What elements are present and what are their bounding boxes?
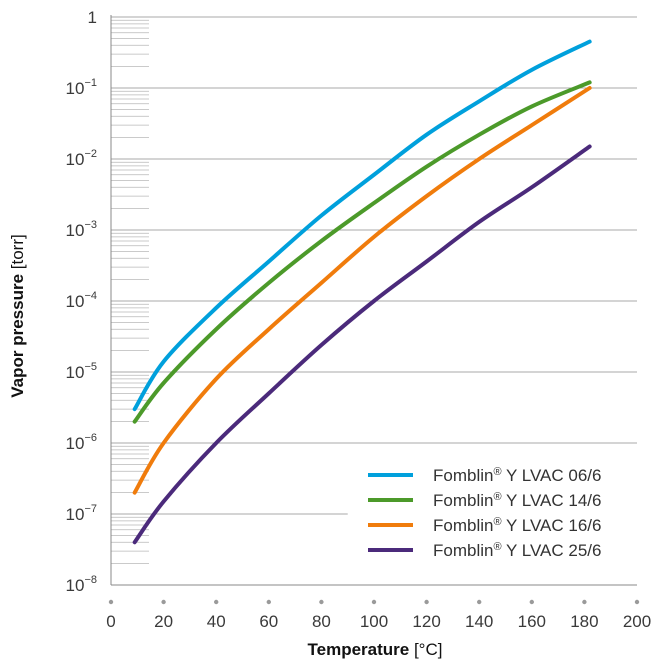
x-tick-dot — [424, 599, 429, 605]
y-tick-label: 10−6 — [66, 432, 97, 453]
series-line — [132, 144, 592, 545]
legend-label: Fomblin® Y LVAC 14/6 — [433, 491, 601, 510]
y-tick-label: 10−7 — [66, 503, 97, 524]
y-axis-title-main: Vapor pressure — [8, 274, 27, 398]
x-axis-title-main: Temperature — [308, 640, 410, 659]
x-tick-label: 20 — [154, 612, 173, 631]
legend: Fomblin® Y LVAC 06/6 Fomblin® Y LVAC 14/6… — [352, 458, 637, 584]
legend-label: Fomblin® Y LVAC 16/6 — [433, 516, 601, 535]
grid — [111, 16, 637, 565]
x-tick-label: 0 — [106, 612, 115, 631]
legend-label: Fomblin® Y LVAC 06/6 — [433, 466, 601, 485]
legend-background — [352, 458, 637, 584]
x-tick-label: 160 — [518, 612, 546, 631]
x-tick-label: 40 — [207, 612, 226, 631]
x-tick-dot — [214, 599, 219, 605]
axes: 1 10−1 10−2 10−3 10−4 10−5 10−6 10−7 10−8 0 20 40 60… — [66, 8, 652, 631]
y-tick-label: 10−2 — [66, 148, 97, 169]
x-tick-label: 200 — [623, 612, 651, 631]
x-tick-label: 120 — [412, 612, 440, 631]
legend-label: Fomblin® Y LVAC 25/6 — [433, 541, 601, 560]
series-line — [132, 39, 592, 412]
x-axis-title-unit: [°C] — [414, 640, 443, 659]
x-tick-label: 180 — [570, 612, 598, 631]
x-axis-title: Temperature [°C] — [308, 640, 443, 659]
x-tick-label: 100 — [360, 612, 388, 631]
y-tick-label: 10−1 — [66, 77, 97, 98]
x-tick-label: 140 — [465, 612, 493, 631]
x-tick-dot — [477, 599, 482, 605]
y-tick-label: 1 — [88, 8, 97, 27]
x-tick-dot — [529, 599, 534, 605]
x-tick-label: 80 — [312, 612, 331, 631]
x-tick-dot — [582, 599, 587, 605]
y-axis-title: Vapor pressure [torr] — [8, 234, 27, 397]
y-axis-title-unit: [torr] — [8, 234, 27, 269]
x-tick-dot — [266, 599, 271, 605]
x-tick-dot — [161, 599, 166, 605]
x-tick-dot — [371, 599, 377, 605]
x-tick-label: 60 — [259, 612, 278, 631]
y-tick-label: 10−8 — [66, 574, 97, 595]
x-tick-dot — [634, 599, 640, 605]
x-tick-dot — [108, 599, 114, 605]
y-tick-label: 10−5 — [66, 361, 97, 382]
y-tick-label: 10−4 — [66, 290, 97, 311]
y-tick-label: 10−3 — [66, 219, 97, 240]
series-line — [132, 80, 592, 424]
x-tick-dot — [319, 599, 324, 605]
series-lines — [132, 39, 592, 545]
series-line — [132, 86, 592, 495]
